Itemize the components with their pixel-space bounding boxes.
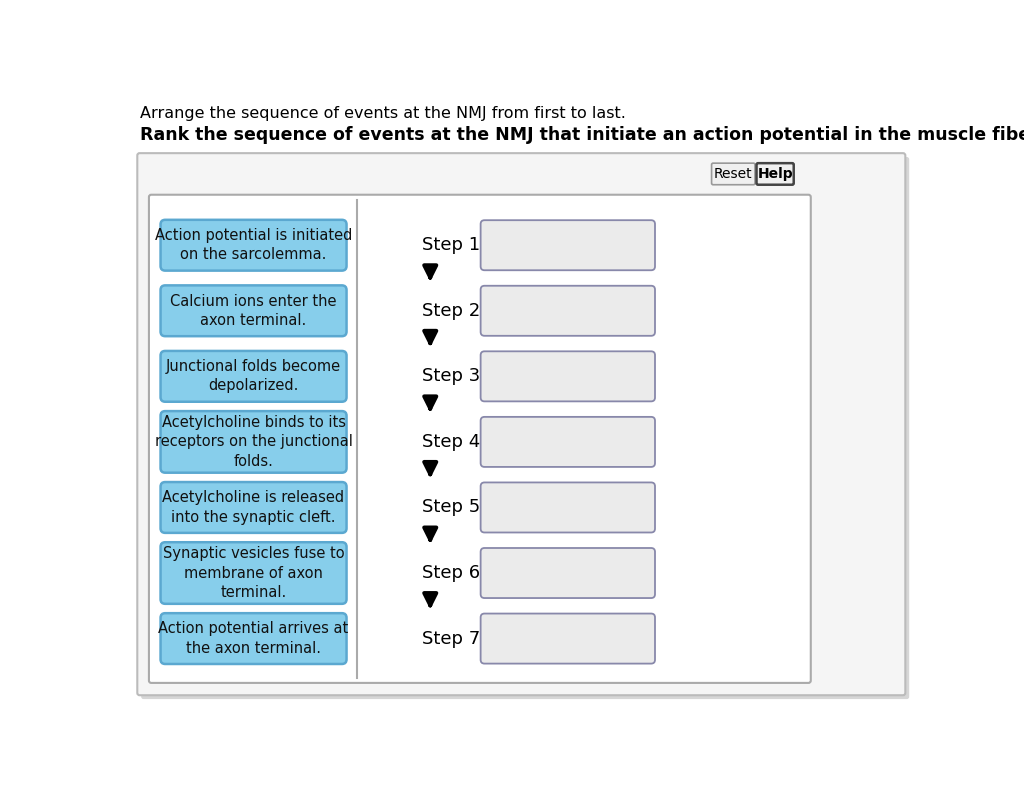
- Text: Arrange the sequence of events at the NMJ from first to last.: Arrange the sequence of events at the NM…: [139, 107, 626, 121]
- FancyBboxPatch shape: [161, 411, 346, 473]
- FancyBboxPatch shape: [480, 417, 655, 467]
- FancyBboxPatch shape: [480, 351, 655, 401]
- FancyBboxPatch shape: [161, 285, 346, 336]
- Text: Step 2: Step 2: [422, 302, 480, 320]
- Text: Action potential is initiated
on the sarcolemma.: Action potential is initiated on the sar…: [155, 228, 352, 262]
- Text: Calcium ions enter the
axon terminal.: Calcium ions enter the axon terminal.: [170, 293, 337, 328]
- Text: Acetylcholine is released
into the synaptic cleft.: Acetylcholine is released into the synap…: [163, 491, 345, 525]
- FancyBboxPatch shape: [480, 285, 655, 335]
- FancyBboxPatch shape: [480, 220, 655, 270]
- FancyBboxPatch shape: [161, 542, 346, 604]
- Text: Step 5: Step 5: [422, 498, 480, 517]
- FancyBboxPatch shape: [480, 483, 655, 533]
- Text: Step 7: Step 7: [422, 630, 480, 648]
- FancyBboxPatch shape: [480, 548, 655, 598]
- FancyBboxPatch shape: [148, 195, 811, 683]
- FancyBboxPatch shape: [712, 163, 755, 184]
- Text: Step 1: Step 1: [423, 236, 480, 254]
- Text: Acetylcholine binds to its
receptors on the junctional
folds.: Acetylcholine binds to its receptors on …: [155, 415, 352, 468]
- Text: Step 4: Step 4: [422, 433, 480, 451]
- FancyBboxPatch shape: [141, 157, 909, 699]
- Text: Action potential arrives at
the axon terminal.: Action potential arrives at the axon ter…: [159, 622, 349, 656]
- FancyBboxPatch shape: [757, 163, 794, 184]
- FancyBboxPatch shape: [161, 482, 346, 533]
- Text: Junctional folds become
depolarized.: Junctional folds become depolarized.: [166, 359, 341, 394]
- Text: Help: Help: [758, 167, 793, 181]
- Text: Step 6: Step 6: [423, 564, 480, 582]
- FancyBboxPatch shape: [161, 613, 346, 664]
- FancyBboxPatch shape: [161, 351, 346, 401]
- FancyBboxPatch shape: [161, 219, 346, 270]
- Text: Rank the sequence of events at the NMJ that initiate an action potential in the : Rank the sequence of events at the NMJ t…: [139, 126, 1024, 144]
- Text: Synaptic vesicles fuse to
membrane of axon
terminal.: Synaptic vesicles fuse to membrane of ax…: [163, 546, 344, 599]
- FancyBboxPatch shape: [137, 153, 905, 696]
- FancyBboxPatch shape: [480, 614, 655, 664]
- Text: Reset: Reset: [714, 167, 753, 181]
- Text: Step 3: Step 3: [422, 367, 480, 386]
